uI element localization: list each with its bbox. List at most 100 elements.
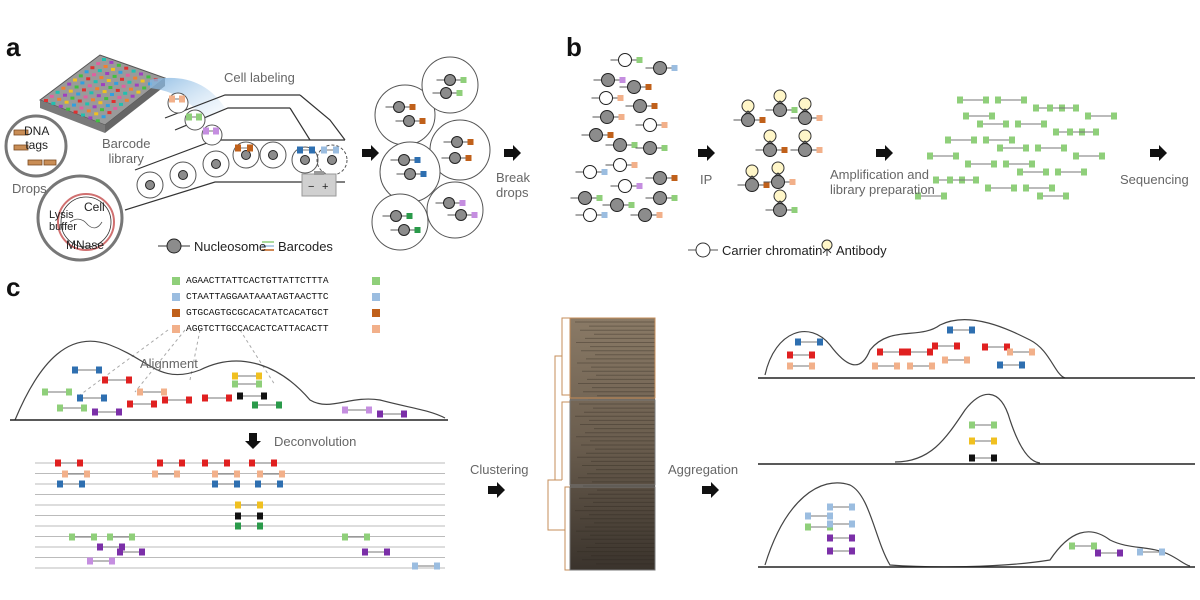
panel-a: − + [4,54,491,262]
aggregated-read [827,503,855,511]
right-arrow-icon [876,145,893,161]
carrier-chromatin-icon [575,165,608,179]
nucleosome-icon [790,111,823,125]
aligned-read [77,394,107,402]
aggregated-read [905,348,933,356]
barcodes-legend-label: Barcodes [278,239,333,254]
barcode-mark [321,146,339,154]
amplified-read [1023,184,1055,192]
panel-letter-a: a [6,32,21,62]
aligned-read [102,376,132,384]
dna-tags-label: DNA tags [24,124,50,152]
aligned-read [202,394,232,402]
aggregated-read [1007,348,1035,356]
track-read [212,470,240,478]
right-arrow-icon [362,145,379,161]
sequence-barcode-mark [372,309,380,317]
carrier-chromatin-icon [591,91,624,105]
sequence-barcode-mark [172,293,180,301]
nucleosome-icon [635,141,668,155]
aligned-read [92,408,122,416]
track-read [235,501,263,509]
track-read [157,459,185,467]
amplified-read [915,192,947,200]
nucleosome-icon [395,115,426,127]
track-read [55,459,83,467]
alignment-label: Alignment [140,356,198,371]
amplified-read [1017,168,1049,176]
amplified-read [997,144,1029,152]
right-arrow-icon [504,145,521,161]
amplified-read [1047,104,1079,112]
nucleosome-icon [390,224,421,236]
cell-label: Cell [84,200,105,214]
right-arrow-icon [488,482,505,498]
aligned-read [232,380,262,388]
nucleosome-legend [158,238,274,254]
nucleosome-icon [300,155,310,165]
nucleosome-icon [432,87,463,99]
track-read [117,548,145,556]
sequence-barcode-mark [172,325,180,333]
amplified-read [947,176,979,184]
sequencing-label: Sequencing [1120,172,1189,187]
separated-drops [371,56,491,251]
aggregated-read [982,343,1010,351]
aligned-read [232,372,262,380]
aggregated-profile-2 [758,393,1195,465]
nucleosome-legend-label: Nucleosome [194,239,267,254]
sequence-barcode-mark [172,277,180,285]
nucleosome-icon [581,128,614,142]
nucleosome-icon [436,74,467,86]
nucleosome-icon [390,154,421,166]
battery-plus-label: + [322,181,328,193]
track-read [152,470,180,478]
barcode-mark [186,113,202,121]
carrier-chromatin-icon [605,158,638,172]
deconvolution-label: Deconvolution [274,434,357,449]
aligned-read [127,400,157,408]
aligned-read [377,410,407,418]
alignment-guides [79,329,276,396]
nucleosome-icon [645,191,678,205]
aggregated-read [827,520,855,528]
nucleosome-icon [382,210,413,222]
aligned-read [342,406,372,414]
nucleosome-icon [178,170,188,180]
aggregated-read [932,342,960,350]
barcode-mark [297,146,315,154]
aggregated-read [1069,542,1097,550]
battery-icon [301,171,337,197]
alignment-peak-curve [14,340,446,421]
track-read [249,459,277,467]
carrier-chromatin-icon [635,118,668,132]
nucleosome-icon [765,103,798,117]
nucleosome-icon [443,136,474,148]
track-read [257,470,285,478]
aligned-read [162,396,192,404]
carrier-chromatin-label: Carrier chromatin [722,243,823,258]
aggregated-read [872,362,900,370]
aggregated-profile-1 [758,319,1195,379]
amplified-read [995,96,1027,104]
battery-minus-label: − [308,181,314,193]
nucleosome-icon [447,209,478,221]
nucleosome-icon [145,180,155,190]
carrier-chromatin-icon [610,53,643,67]
track-read [255,480,283,488]
nucleosome-icon [268,150,278,160]
aggregated-read [1095,549,1123,557]
track-read [235,522,263,530]
nucleosome-icon [211,159,221,169]
aggregation-label: Aggregation [668,462,739,477]
ip-label: IP [700,172,713,187]
aggregated-read [795,338,823,346]
aligned-read [137,388,167,396]
break-drops-label: Break drops [496,170,530,200]
nucleosome-icon [619,80,652,94]
track-read [107,533,135,541]
clustering-label: Clustering [470,462,529,477]
nucleosome-icon [625,99,658,113]
amplified-read [1035,144,1067,152]
